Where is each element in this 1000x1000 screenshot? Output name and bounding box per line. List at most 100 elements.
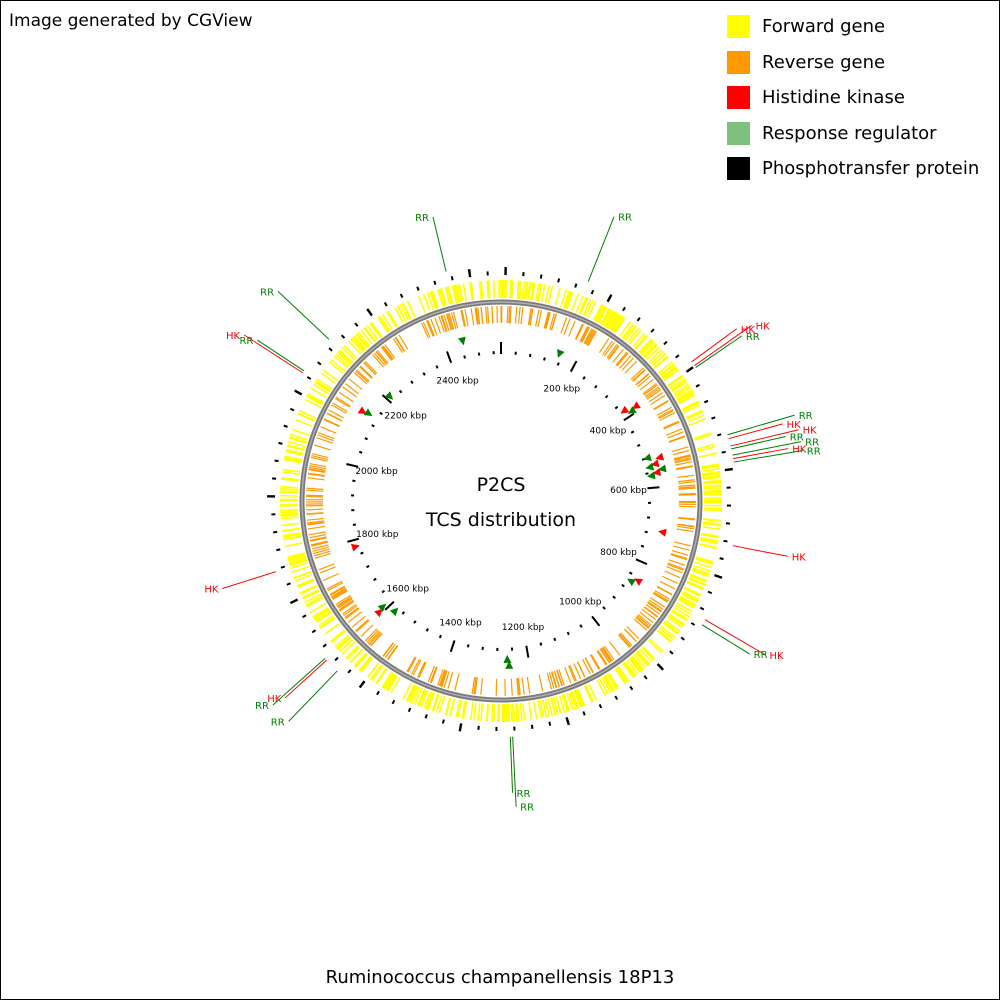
reverse-gene-mark: [607, 345, 619, 360]
reverse-gene-mark: [618, 634, 631, 648]
forward-gene-mark: [402, 302, 412, 320]
reverse-gene-mark: [644, 386, 660, 398]
forward-gene-mark: [324, 622, 340, 636]
forward-gene-mark: [662, 366, 678, 379]
reverse-gene-mark: [636, 615, 651, 628]
forward-gene-mark: [686, 581, 704, 591]
forward-gene-mark: [683, 404, 701, 414]
callout-line: [694, 325, 752, 367]
reverse-gene-mark: [676, 465, 694, 471]
forward-gene-mark: [575, 689, 584, 707]
center-subtitle: TCS distribution: [425, 509, 576, 531]
forward-gene-mark: [301, 589, 319, 599]
forward-gene-mark: [358, 656, 372, 671]
reverse-gene-mark: [678, 484, 696, 487]
outer-marker: [717, 433, 722, 437]
reverse-gene-mark: [517, 306, 521, 324]
forward-gene-mark: [687, 580, 705, 590]
scale-label: 400 kbp: [590, 427, 627, 437]
reverse-gene-mark: [675, 465, 693, 470]
forward-gene-mark: [363, 326, 377, 342]
forward-gene-mark: [702, 472, 721, 477]
reverse-gene-mark: [310, 540, 328, 546]
forward-gene-mark: [628, 658, 641, 674]
forward-gene-mark: [626, 327, 640, 343]
reverse-gene-mark: [460, 310, 466, 327]
forward-gene-mark: [610, 315, 622, 332]
forward-gene-mark: [642, 343, 657, 358]
forward-gene-mark: [584, 299, 594, 317]
reverse-gene-mark: [662, 575, 678, 584]
outer-marker: [376, 690, 380, 696]
reverse-gene-mark: [430, 666, 438, 684]
forward-gene-mark: [297, 579, 315, 589]
forward-gene-mark: [603, 310, 615, 327]
forward-gene-mark: [350, 338, 364, 353]
outer-marker: [703, 399, 709, 404]
reverse-gene-mark: [412, 659, 422, 676]
reverse-gene-mark: [364, 360, 378, 374]
reverse-gene-mark: [602, 646, 614, 662]
callout-label: RR: [805, 438, 819, 449]
forward-gene-mark: [306, 597, 324, 608]
forward-gene-mark: [347, 340, 362, 355]
forward-gene-mark: [527, 281, 532, 300]
reverse-gene-mark: [341, 603, 357, 615]
forward-gene-mark: [647, 639, 663, 654]
legend-item-response-regulator: Response regulator: [727, 116, 979, 152]
legend-swatch-response-regulator: [727, 121, 750, 145]
forward-gene-mark: [695, 557, 714, 564]
reverse-gene-mark: [309, 464, 327, 470]
reverse-gene-mark: [470, 308, 475, 326]
scale-label: 200 kbp: [543, 384, 580, 394]
reverse-gene-mark: [439, 669, 447, 687]
callout-label: RR: [520, 803, 534, 814]
forward-gene-mark: [681, 400, 699, 411]
rr-marker: [557, 348, 565, 358]
hk-marker: [350, 543, 360, 552]
forward-gene-mark: [431, 290, 440, 309]
reverse-gene-mark: [398, 334, 409, 350]
outer-marker: [539, 274, 543, 279]
forward-gene-mark: [353, 335, 367, 350]
forward-gene-mark: [429, 291, 437, 310]
forward-gene-mark: [447, 286, 454, 305]
reverse-gene-mark: [668, 435, 686, 443]
reverse-gene-mark: [366, 629, 379, 643]
forward-gene-mark: [338, 638, 354, 653]
scale-label: 1800 kbp: [356, 530, 399, 540]
forward-gene-mark: [671, 610, 688, 622]
reverse-gene-mark: [517, 678, 521, 696]
callout-line: [704, 619, 766, 656]
forward-gene-mark: [676, 390, 694, 402]
forward-gene-mark: [578, 296, 587, 314]
forward-gene-mark: [588, 683, 598, 701]
forward-gene-mark: [542, 699, 548, 718]
forward-gene-mark: [689, 417, 707, 426]
forward-gene-mark: [386, 311, 397, 328]
reverse-gene-mark: [573, 663, 582, 680]
reverse-gene-mark: [579, 326, 589, 342]
reverse-gene-mark: [632, 369, 646, 382]
reverse-gene-mark: [633, 618, 648, 631]
forward-gene-mark: [535, 283, 540, 302]
forward-gene-mark: [697, 445, 716, 452]
reverse-gene-mark: [568, 665, 576, 682]
forward-gene-mark: [544, 698, 551, 717]
forward-gene-mark: [645, 346, 661, 361]
reverse-gene-mark: [344, 383, 360, 395]
forward-gene-mark: [540, 284, 546, 303]
reverse-gene-mark: [516, 678, 520, 696]
callout-line: [732, 545, 788, 557]
forward-gene-mark: [699, 543, 718, 550]
legend-label: Reverse gene: [762, 51, 886, 73]
reverse-gene-mark: [336, 596, 352, 607]
reverse-gene-mark: [666, 565, 683, 574]
reverse-gene-mark: [474, 677, 478, 695]
callout-label: RR: [239, 336, 253, 347]
outer-marker: [590, 289, 595, 295]
forward-gene-mark: [552, 696, 559, 715]
scale-label: 600 kbp: [610, 486, 647, 496]
forward-gene-mark: [379, 315, 391, 332]
forward-gene-mark: [330, 359, 346, 372]
